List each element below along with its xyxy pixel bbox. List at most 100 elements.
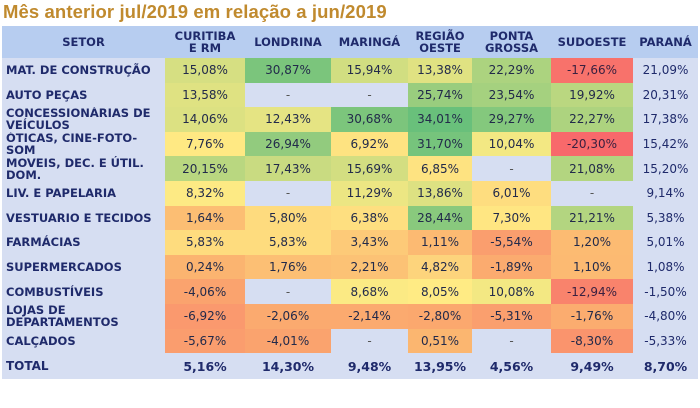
parana-cell: 5,01%: [633, 230, 698, 255]
table-row: FARMÁCIAS 5,83% 5,83% 3,43% 1,11% -5,54% 1,20%…: [2, 230, 698, 255]
row-label: LOJAS DE DEPARTAMENTOS: [2, 303, 165, 329]
heatmap-cell: 1,20%: [551, 230, 633, 255]
heatmap-cell: 13,58%: [165, 82, 245, 108]
heatmap-cell: 25,74%: [408, 82, 472, 108]
heatmap-cell: -4,01%: [245, 328, 331, 354]
parana-cell: 21,09%: [633, 58, 698, 83]
heatmap-cell: 22,27%: [551, 107, 633, 132]
empty-cell: -: [245, 279, 331, 304]
column-header: CURITIBA E RM: [165, 26, 245, 58]
column-header: REGIÃO OESTE: [408, 26, 472, 58]
heatmap-cell: 26,94%: [245, 131, 331, 157]
table-row: VESTUARIO E TECIDOS 1,64% 5,80% 6,38% 28,44%…: [2, 205, 698, 231]
row-label: MOVEIS, DEC. E ÚTIL. DOM.: [2, 156, 165, 181]
table-row: CALÇADOS -5,67% -4,01% -0,51% - -8,30% -5,33%: [2, 328, 698, 354]
row-label: LIV. E PAPELARIA: [2, 180, 165, 206]
heatmap-cell: -5,67%: [165, 328, 245, 354]
parana-cell: 20,31%: [633, 82, 698, 108]
heatmap-cell: 13,38%: [408, 58, 472, 83]
heatmap-cell: 17,43%: [245, 156, 331, 181]
page-title: Mês anterior jul/2019 em relação a jun/2…: [3, 1, 387, 22]
column-header: PARANÁ: [633, 26, 698, 58]
empty-cell: -: [472, 328, 551, 354]
heatmap-cell: 7,30%: [472, 205, 551, 231]
heatmap-cell: 21,08%: [551, 156, 633, 181]
heatmap-cell: 10,08%: [472, 279, 551, 304]
column-header-setor: SETOR: [2, 26, 165, 58]
total-row: TOTAL 5,16% 14,30% 9,48% 13,95% 4,56% 9,49% 8,7…: [2, 353, 698, 380]
column-header: MARINGÁ: [331, 26, 408, 58]
row-label: AUTO PEÇAS: [2, 82, 165, 108]
row-label: TOTAL: [2, 353, 165, 380]
heatmap-cell: 34,01%: [408, 107, 472, 132]
total-cell: 5,16%: [165, 353, 245, 380]
heatmap-cell: 1,64%: [165, 205, 245, 231]
heatmap-cell: -1,89%: [472, 254, 551, 280]
parana-cell: 15,20%: [633, 156, 698, 181]
row-label: CALÇADOS: [2, 328, 165, 354]
parana-cell: -1,50%: [633, 279, 698, 304]
total-cell: 8,70%: [633, 353, 698, 380]
heatmap-cell: 29,27%: [472, 107, 551, 132]
heatmap-cell: -5,31%: [472, 303, 551, 329]
heatmap-cell: 21,21%: [551, 205, 633, 231]
heatmap-cell: 2,21%: [331, 254, 408, 280]
parana-cell: -5,33%: [633, 328, 698, 354]
heatmap-cell: 31,70%: [408, 131, 472, 157]
parana-cell: 5,38%: [633, 205, 698, 231]
heatmap-cell: -2,80%: [408, 303, 472, 329]
row-label: VESTUARIO E TECIDOS: [2, 205, 165, 231]
heatmap-cell: 5,83%: [245, 230, 331, 255]
heatmap-cell: 8,68%: [331, 279, 408, 304]
heatmap-cell: 6,85%: [408, 156, 472, 181]
total-cell: 9,49%: [551, 353, 633, 380]
heatmap-cell: 15,69%: [331, 156, 408, 181]
table-row: AUTO PEÇAS 13,58% - -25,74% 23,54% 19,92% 20,3…: [2, 82, 698, 108]
total-cell: 13,95%: [408, 353, 472, 380]
table-row: MAT. DE CONSTRUÇÃO 15,08% 30,87% 15,94% 13,3…: [2, 58, 698, 83]
heatmap-table: SETOR CURITIBA E RM LONDRINA MARINGÁ REGI…: [2, 26, 698, 380]
heatmap-cell: 30,87%: [245, 58, 331, 83]
column-header: LONDRINA: [245, 26, 331, 58]
heatmap-cell: -20,30%: [551, 131, 633, 157]
heatmap-cell: 7,76%: [165, 131, 245, 157]
empty-cell: -: [472, 156, 551, 181]
row-label: COMBUSTÍVEIS: [2, 279, 165, 304]
table-row: MOVEIS, DEC. E ÚTIL. DOM. 20,15% 17,43% 15,…: [2, 156, 698, 181]
heatmap-cell: 20,15%: [165, 156, 245, 181]
row-label: CONCESSIONÁRIAS DE VEÍCULOS: [2, 107, 165, 132]
row-label: FARMÁCIAS: [2, 230, 165, 255]
heatmap-cell: 30,68%: [331, 107, 408, 132]
column-header: SUDOESTE: [551, 26, 633, 58]
total-cell: 4,56%: [472, 353, 551, 380]
parana-cell: -4,80%: [633, 303, 698, 329]
heatmap-cell: 28,44%: [408, 205, 472, 231]
header-row: SETOR CURITIBA E RM LONDRINA MARINGÁ REGI…: [2, 26, 698, 58]
row-label: MAT. DE CONSTRUÇÃO: [2, 58, 165, 83]
heatmap-cell: 0,24%: [165, 254, 245, 280]
table-row: COMBUSTÍVEIS -4,06% -8,68% 8,05% 10,08% -12,9…: [2, 279, 698, 304]
heatmap-cell: 13,86%: [408, 180, 472, 206]
row-label: SUPERMERCADOS: [2, 254, 165, 280]
total-cell: 9,48%: [331, 353, 408, 380]
heatmap-cell: 0,51%: [408, 328, 472, 354]
heatmap-cell: 5,83%: [165, 230, 245, 255]
heatmap-cell: 12,43%: [245, 107, 331, 132]
heatmap-cell: 8,05%: [408, 279, 472, 304]
heatmap-cell: -2,06%: [245, 303, 331, 329]
heatmap-cell: 15,08%: [165, 58, 245, 83]
empty-cell: -: [551, 180, 633, 206]
heatmap-cell: 1,11%: [408, 230, 472, 255]
table-body: MAT. DE CONSTRUÇÃO 15,08% 30,87% 15,94% 13,3…: [2, 58, 698, 380]
table-row: LOJAS DE DEPARTAMENTOS -6,92% -2,06% -2,14%…: [2, 303, 698, 329]
heatmap-cell: 3,43%: [331, 230, 408, 255]
heatmap-cell: 4,82%: [408, 254, 472, 280]
heatmap-cell: -5,54%: [472, 230, 551, 255]
table-row: CONCESSIONÁRIAS DE VEÍCULOS 14,06% 12,43% 3…: [2, 107, 698, 132]
heatmap-cell: 1,10%: [551, 254, 633, 280]
parana-cell: 15,42%: [633, 131, 698, 157]
heatmap-cell: -8,30%: [551, 328, 633, 354]
heatmap-cell: 6,01%: [472, 180, 551, 206]
table-row: ÓTICAS, CINE-FOTO-SOM 7,76% 26,94% 6,92% 31,…: [2, 131, 698, 157]
heatmap-cell: -1,76%: [551, 303, 633, 329]
